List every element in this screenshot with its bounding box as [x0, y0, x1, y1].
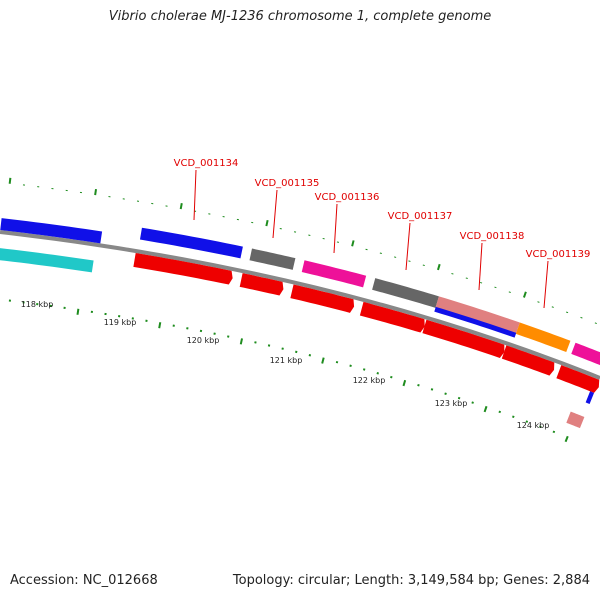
ruler-labels: 118 kbp 119 kbp 120 kbp 121 kbp 122 kbp 123 k…: [21, 300, 550, 430]
tick-mark: [158, 322, 162, 329]
tick-mark: [522, 291, 527, 298]
callout-line: [478, 242, 483, 291]
gene-label: VCD_001136: [315, 192, 380, 203]
callout-line: [193, 169, 197, 221]
tick-mark: [265, 219, 269, 227]
cds-arrow: [359, 301, 425, 333]
ruler-label: 119 kbp: [104, 318, 137, 327]
tick-mark: [471, 401, 474, 404]
feature-magenta: [301, 260, 367, 288]
genome-summary: Topology: circular; Length: 3,149,584 bp…: [232, 573, 590, 588]
feature-blue-left: [0, 218, 103, 244]
tick-mark: [351, 240, 355, 247]
feature-blue-lower: [585, 391, 595, 404]
tick-mark: [552, 430, 556, 434]
cds-arrow: [501, 345, 555, 376]
tick-mark: [8, 177, 12, 184]
outer-tick-ring: [8, 177, 597, 325]
tick-mark: [437, 263, 441, 271]
tick-mark: [417, 383, 420, 387]
accession-text: Accession: NC_012668: [10, 573, 158, 588]
ruler-label: 122 kbp: [353, 376, 386, 385]
tick-mark: [321, 357, 325, 364]
tick-mark: [76, 308, 80, 315]
gene-label: VCD_001137: [388, 211, 453, 222]
tick-mark: [512, 415, 515, 418]
feature-blue: [139, 227, 243, 259]
tick-mark: [457, 396, 461, 400]
callout-line: [272, 189, 278, 239]
backbone-ring: [0, 230, 600, 380]
tick-mark: [390, 375, 393, 379]
map-title: Vibrio cholerae MJ-1236 chromosome 1, co…: [108, 9, 492, 24]
backbone-line: [0, 230, 600, 380]
tick-mark: [349, 364, 352, 367]
gene-label: VCD_001139: [526, 249, 591, 260]
gene-callouts: VCD_001134 VCD_001135 VCD_001136 VCD_001137…: [174, 158, 591, 309]
ruler-label: 121 kbp: [270, 356, 303, 365]
tick-mark: [539, 425, 542, 428]
tick-mark: [444, 392, 447, 395]
tick-mark: [239, 338, 244, 345]
callout-line: [543, 260, 549, 309]
cds-arrow: [133, 253, 233, 285]
callout-line: [405, 222, 411, 271]
gene-label: VCD_001134: [174, 158, 239, 169]
cds-arrow: [239, 273, 284, 296]
feature-gray: [249, 248, 296, 270]
tick-mark: [564, 435, 569, 443]
tick-mark: [362, 368, 366, 371]
feature-blue-thin: [434, 306, 517, 338]
ruler-label: 120 kbp: [187, 336, 220, 345]
ruler-label: 124 kbp: [517, 421, 550, 430]
feature-salmon-lower: [566, 411, 585, 429]
tick-mark: [483, 405, 488, 413]
gene-label: VCD_001138: [460, 231, 525, 242]
cds-arrow: [556, 365, 600, 393]
cds-arrow: [422, 319, 505, 358]
feature-gray: [372, 278, 439, 308]
feature-salmon: [435, 296, 520, 334]
feature-orange: [515, 322, 571, 353]
tick-mark: [335, 360, 339, 364]
tick-mark: [402, 379, 407, 387]
ruler-label: 123 kbp: [435, 399, 468, 408]
tick-mark: [430, 388, 434, 391]
callout-line: [333, 203, 338, 254]
tick-mark: [498, 410, 502, 414]
tick-mark: [179, 202, 183, 210]
feature-cyan-left: [0, 248, 94, 273]
feature-tracks[interactable]: [0, 218, 600, 429]
tick-mark: [525, 420, 529, 423]
feature-magenta-right: [571, 342, 600, 366]
inner-tick-ring: [8, 299, 569, 443]
cds-arrow: [290, 284, 355, 313]
gene-label: VCD_001135: [255, 178, 320, 189]
ruler-label: 118 kbp: [21, 300, 54, 309]
tick-mark: [376, 372, 379, 375]
tick-mark: [94, 188, 98, 196]
